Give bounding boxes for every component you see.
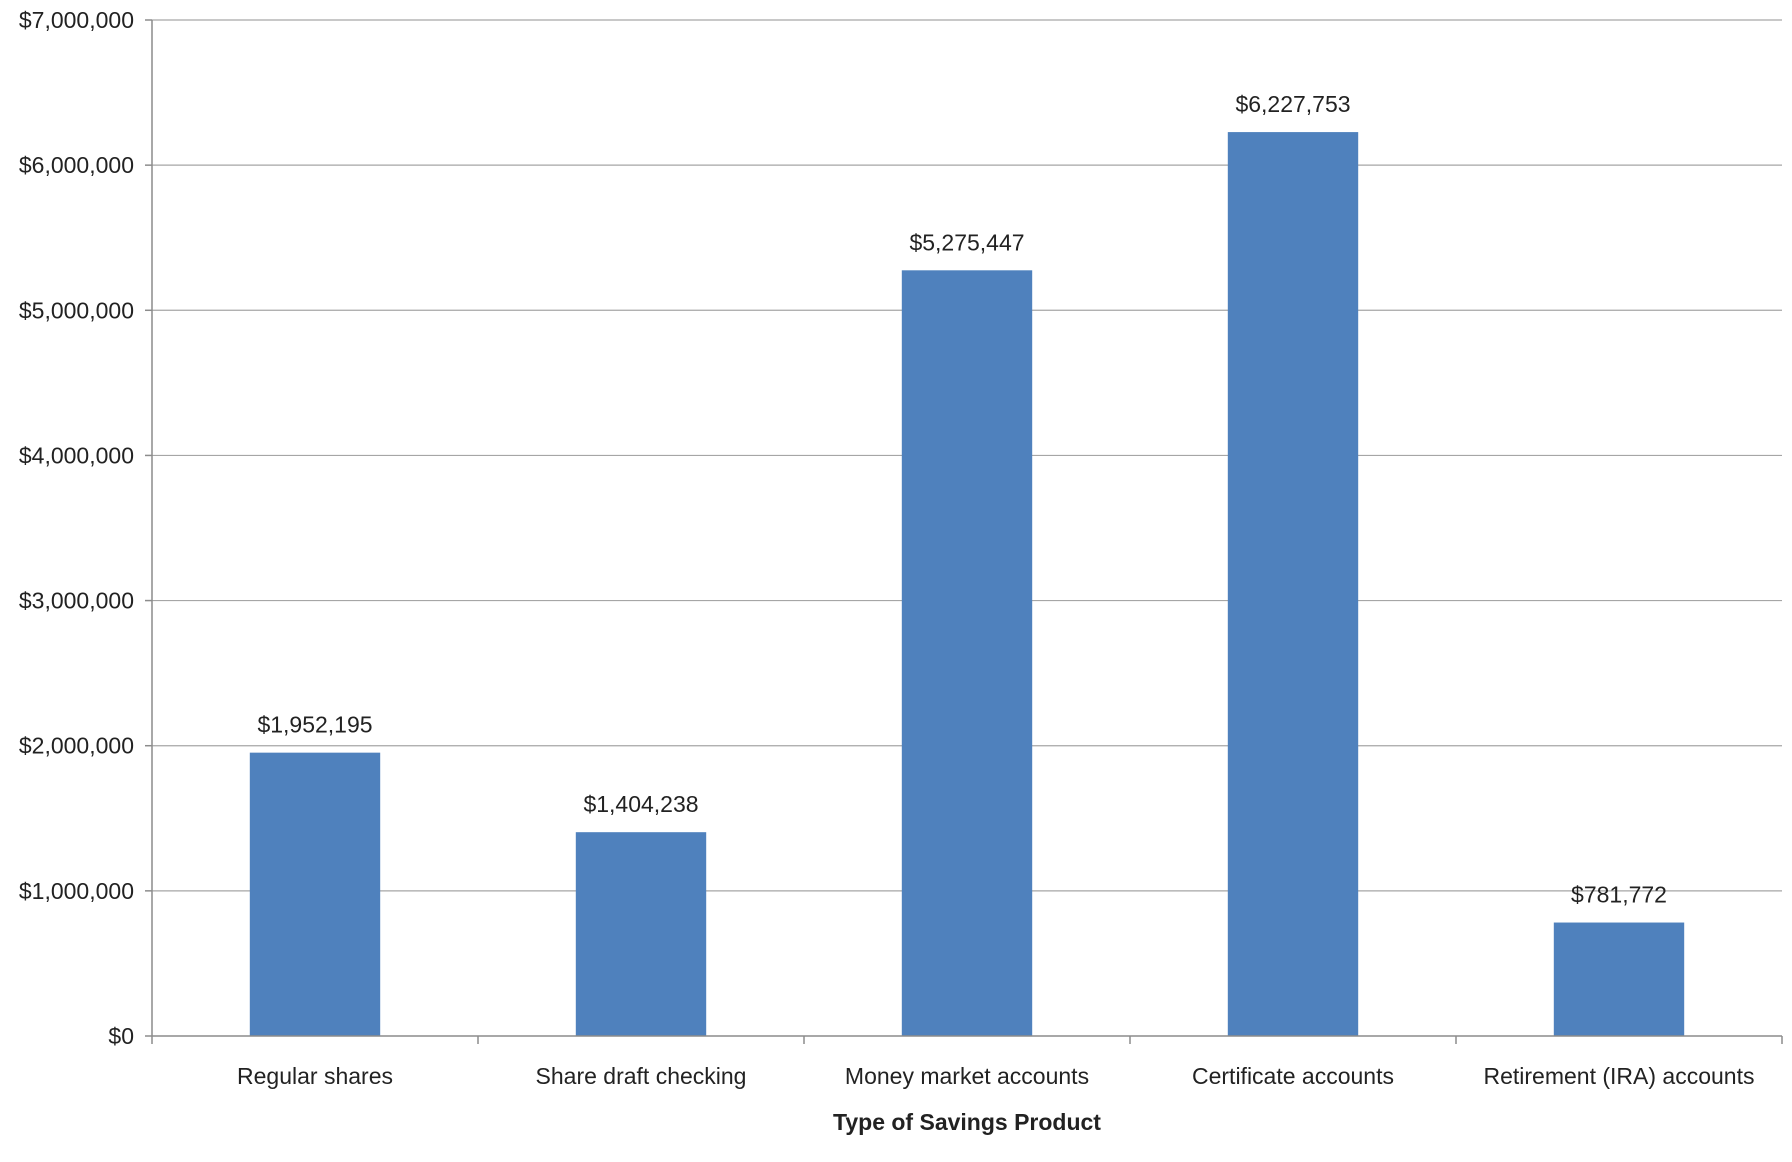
y-tick-label: $2,000,000 [19,733,134,759]
y-tick-label: $6,000,000 [19,152,134,178]
bar [901,270,1033,1037]
data-label: $1,952,195 [257,712,372,738]
labels: $0 $1,000,000 $2,000,000 $3,000,000 $4,000,0… [19,7,1755,1089]
y-tick-label: $4,000,000 [19,442,134,468]
data-label: $6,227,753 [1235,91,1350,117]
category-label: Retirement (IRA) accounts [1484,1063,1755,1089]
y-tick-label: $1,000,000 [19,878,134,904]
bars [249,132,1685,1037]
y-tick-label: $3,000,000 [19,588,134,614]
data-label: $1,404,238 [583,791,698,817]
bar [1227,132,1359,1037]
y-tick-label: $7,000,000 [19,7,134,33]
y-tick-label: $5,000,000 [19,297,134,323]
category-label: Regular shares [237,1063,393,1089]
category-label: Money market accounts [845,1063,1089,1089]
bar [1553,922,1685,1036]
bar [249,752,381,1036]
category-label: Certificate accounts [1192,1063,1394,1089]
x-axis-title: Type of Savings Product [833,1109,1101,1135]
axes [145,19,1783,1044]
data-label: $5,275,447 [909,229,1024,255]
bar [575,832,707,1036]
data-label: $781,772 [1571,882,1667,908]
y-tick-label: $0 [108,1023,134,1049]
category-label: Share draft checking [536,1063,747,1089]
